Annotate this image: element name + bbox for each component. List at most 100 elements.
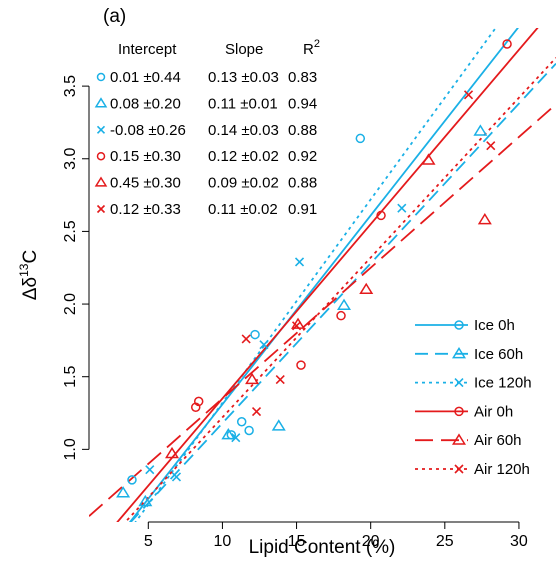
legend-marker-3 xyxy=(454,406,464,417)
data-point-0-2 xyxy=(236,416,247,427)
legend-marker-2 xyxy=(454,378,464,388)
table-cell: 0.94 xyxy=(288,95,317,112)
table-header-text: Slope xyxy=(225,41,263,58)
table-cell: 0.14 ±0.03 xyxy=(208,122,279,139)
data-point-0-5 xyxy=(355,133,366,144)
data-point-0-0 xyxy=(127,475,137,485)
legend-marker-4 xyxy=(451,433,467,445)
data-point-3-3 xyxy=(336,310,346,321)
data-point-1-0 xyxy=(116,486,131,498)
table-header: Slope xyxy=(225,41,263,58)
data-point-3-4 xyxy=(376,210,386,221)
legend-label-5: Air 120h xyxy=(474,461,530,478)
y-axis-title-main: Δδ xyxy=(20,277,41,300)
legend-label-0: Ice 0h xyxy=(474,317,515,334)
table-cell: 0.92 xyxy=(288,148,317,165)
table-cell: 0.88 xyxy=(288,175,317,192)
table-cell: 0.91 xyxy=(288,201,317,218)
y-tick-label: 1.5 xyxy=(62,365,79,387)
legend: Ice 0h Ice 60h Ice 120h Air 0h Air 60h Air 12… xyxy=(415,317,532,478)
table-cell: 0.88 xyxy=(288,122,317,139)
table-cell: 0.01 ±0.44 xyxy=(110,69,181,86)
data-point-2-3 xyxy=(259,340,269,350)
data-point-5-4 xyxy=(463,90,474,100)
legend-marker-0 xyxy=(454,320,464,330)
y-tick-label: 3.5 xyxy=(62,75,79,97)
data-points xyxy=(116,39,512,507)
y-axis-title-unit: C xyxy=(20,250,41,264)
data-point-5-2 xyxy=(275,375,285,385)
axes: 5 10 15 20 25 30 1.0 1.5 2.0 2.5 3.0 3.5 xyxy=(62,75,528,550)
x-tick-label: 10 xyxy=(214,533,232,550)
data-point-4-0 xyxy=(165,446,180,459)
data-point-1-1 xyxy=(138,494,153,507)
data-point-2-5 xyxy=(397,203,407,213)
table-header-text: R xyxy=(303,41,314,58)
data-point-1-3 xyxy=(271,419,286,431)
legend-marker-1 xyxy=(451,346,467,359)
table-cell: 0.11 ±0.02 xyxy=(208,201,278,218)
table-header-sup: 2 xyxy=(314,38,320,50)
table-cell: 0.45 ±0.30 xyxy=(110,175,181,192)
fit-line-3 xyxy=(116,28,539,522)
data-point-4-5 xyxy=(477,212,492,225)
table-cell: 0.08 ±0.20 xyxy=(110,95,181,112)
x-tick-label: 30 xyxy=(510,533,528,550)
table-row-marker xyxy=(96,151,106,161)
legend-label-1: Ice 60h xyxy=(474,346,523,363)
panel-label: (a) xyxy=(103,6,126,27)
x-tick-label: 20 xyxy=(362,533,380,550)
fit-line-0 xyxy=(128,28,519,522)
legend-label-2: Ice 120h xyxy=(474,375,532,392)
table-cell: 0.13 ±0.03 xyxy=(208,69,279,86)
y-axis-title: Δδ13C xyxy=(17,250,41,300)
data-point-1-5 xyxy=(473,124,488,136)
fit-line-4 xyxy=(89,103,556,517)
legend-marker-5 xyxy=(454,464,464,474)
table-row-marker xyxy=(96,125,106,134)
x-tick-label: 5 xyxy=(144,533,153,550)
y-tick-label: 1.0 xyxy=(62,438,79,460)
data-point-4-3 xyxy=(359,282,374,295)
table-header-text: Intercept xyxy=(118,41,177,58)
data-point-3-2 xyxy=(296,360,306,370)
y-tick-label: 2.5 xyxy=(62,220,79,242)
table-cell: 0.12 ±0.33 xyxy=(110,201,181,218)
data-point-0-4 xyxy=(250,329,260,340)
x-tick-label: 15 xyxy=(288,533,306,550)
table-row-marker xyxy=(94,97,108,108)
y-tick-label: 2.0 xyxy=(62,293,79,315)
table-row-marker xyxy=(94,176,108,187)
data-point-5-1 xyxy=(251,407,262,417)
data-point-3-1 xyxy=(193,396,204,407)
data-point-2-0 xyxy=(145,465,155,475)
y-tick-label: 3.0 xyxy=(62,148,79,170)
data-point-2-1 xyxy=(171,472,182,482)
data-point-2-4 xyxy=(294,257,305,267)
table-header: R2 xyxy=(303,38,320,58)
x-axis-title: Lipid Content (%) xyxy=(249,537,396,558)
table-cell: 0.11 ±0.01 xyxy=(208,95,278,112)
data-point-5-5 xyxy=(486,141,496,151)
data-point-5-3 xyxy=(291,321,302,331)
legend-label-4: Air 60h xyxy=(474,432,522,449)
y-axis-title-sup: 13 xyxy=(17,263,31,277)
fit-lines xyxy=(89,28,556,522)
data-point-4-1 xyxy=(245,372,260,385)
table-row-marker xyxy=(96,72,106,82)
fit-line-5 xyxy=(124,57,556,522)
data-point-0-3 xyxy=(244,425,254,436)
fit-line-2 xyxy=(134,28,497,522)
table-cell: 0.12 ±0.02 xyxy=(208,148,279,165)
table-header: Intercept xyxy=(118,41,177,58)
legend-label-3: Air 0h xyxy=(474,403,513,420)
table-cell: 0.15 ±0.30 xyxy=(110,148,181,165)
data-point-3-5 xyxy=(502,39,512,49)
table-cell: -0.08 ±0.26 xyxy=(110,122,186,139)
data-point-1-4 xyxy=(336,298,352,311)
fit-line-1 xyxy=(129,62,556,522)
table-row-marker xyxy=(96,204,106,214)
table-cell: 0.09 ±0.02 xyxy=(208,175,279,192)
data-point-1-2 xyxy=(221,427,236,440)
